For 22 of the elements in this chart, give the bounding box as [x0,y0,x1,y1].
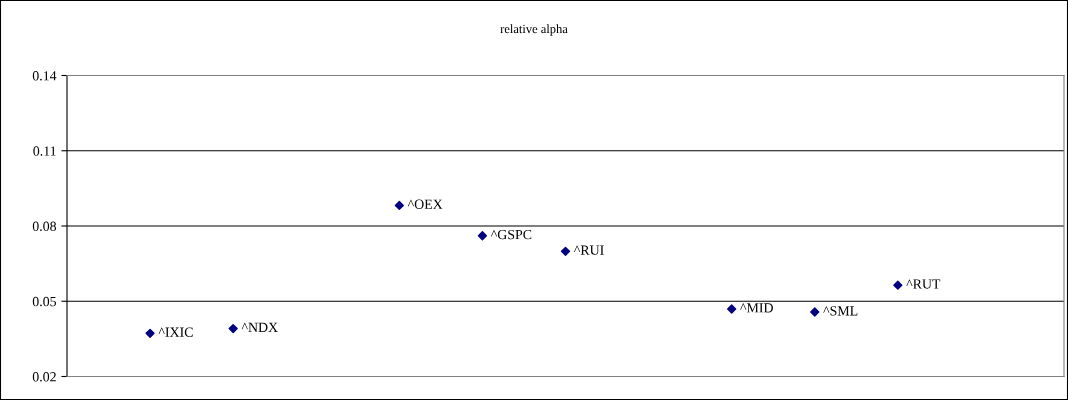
y-tick-label: 0.08 [32,221,57,232]
y-tick-label: 0.14 [32,71,57,81]
point [560,246,571,256]
point [394,200,404,211]
series-label: ^SML [823,306,858,316]
point [810,307,820,317]
series-label: ^MID [740,303,773,313]
series-label: ^IXIC [158,327,193,337]
point [477,231,488,241]
series-label: ^RUI [574,245,604,255]
series-label: ^NDX [241,322,278,332]
point [228,323,238,334]
series-label: ^GSPC [490,229,532,240]
series-label: ^OEX [407,199,443,209]
chart-title: relative alpha [500,24,568,36]
point [727,304,737,314]
point [145,328,155,338]
y-tick-label: 0.05 [32,296,57,307]
point [893,280,903,290]
series-label: ^RUT [906,279,941,289]
y-tick-label: 0.11 [33,146,56,156]
y-tick-label: 0.02 [32,372,56,382]
